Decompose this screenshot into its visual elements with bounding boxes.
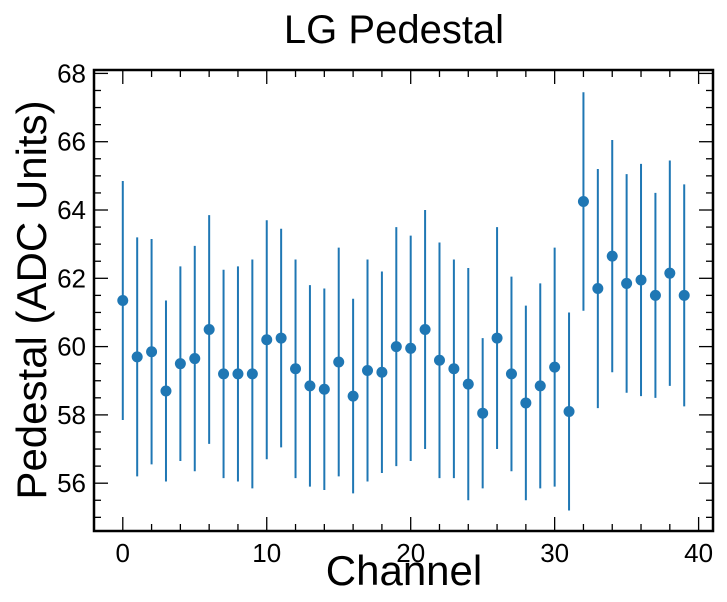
x-tick-label: 10 xyxy=(252,538,281,568)
data-point xyxy=(664,267,676,279)
data-point xyxy=(362,365,374,377)
data-point xyxy=(477,407,489,419)
data-point xyxy=(534,380,546,392)
data-point xyxy=(405,342,417,354)
data-point xyxy=(448,363,460,375)
plot-frame xyxy=(92,68,715,533)
data-point xyxy=(333,356,345,368)
data-point xyxy=(606,250,618,262)
chart-title: LG Pedestal xyxy=(284,8,504,52)
data-point xyxy=(174,358,186,370)
data-point xyxy=(635,274,647,286)
data-point xyxy=(376,366,388,378)
data-point xyxy=(563,405,575,417)
y-axis-label: Pedestal (ADC Units) xyxy=(8,100,55,499)
data-point xyxy=(246,368,258,380)
data-point xyxy=(505,368,517,380)
data-point xyxy=(304,380,316,392)
data-point xyxy=(146,346,158,358)
x-tick-label: 0 xyxy=(116,538,130,568)
data-point xyxy=(275,332,287,344)
data-point xyxy=(649,289,661,301)
data-point xyxy=(160,385,172,397)
x-tick-label: 20 xyxy=(396,538,425,568)
data-point xyxy=(189,353,201,365)
data-point xyxy=(261,334,273,346)
axis-ticks: 0 10 20 30 40 56 58 60 62 64 66 68 xyxy=(57,58,713,568)
data-point xyxy=(462,378,474,390)
data-point xyxy=(290,363,302,375)
data-point xyxy=(621,277,633,289)
x-tick-label: 30 xyxy=(540,538,569,568)
data-marks xyxy=(117,92,690,511)
y-tick-label: 56 xyxy=(57,468,86,498)
data-point xyxy=(419,324,431,336)
data-point xyxy=(347,390,359,402)
data-point xyxy=(218,368,230,380)
y-tick-label: 62 xyxy=(57,263,86,293)
data-point xyxy=(577,195,589,207)
data-point xyxy=(678,289,690,301)
data-point xyxy=(131,351,143,363)
y-tick-label: 60 xyxy=(57,332,86,362)
x-tick-label: 40 xyxy=(684,538,713,568)
data-point xyxy=(520,397,532,409)
data-point xyxy=(232,368,244,380)
y-tick-label: 58 xyxy=(57,400,86,430)
y-tick-label: 66 xyxy=(57,127,86,157)
data-point xyxy=(203,324,215,336)
data-point xyxy=(592,283,604,295)
data-point xyxy=(491,332,503,344)
data-point xyxy=(117,295,129,306)
y-tick-label: 64 xyxy=(57,195,86,225)
data-point xyxy=(433,354,445,366)
data-point xyxy=(318,383,330,395)
x-axis-label: Channel xyxy=(326,547,482,594)
data-point xyxy=(549,361,561,373)
y-tick-label: 68 xyxy=(57,58,86,88)
data-point xyxy=(390,341,402,353)
